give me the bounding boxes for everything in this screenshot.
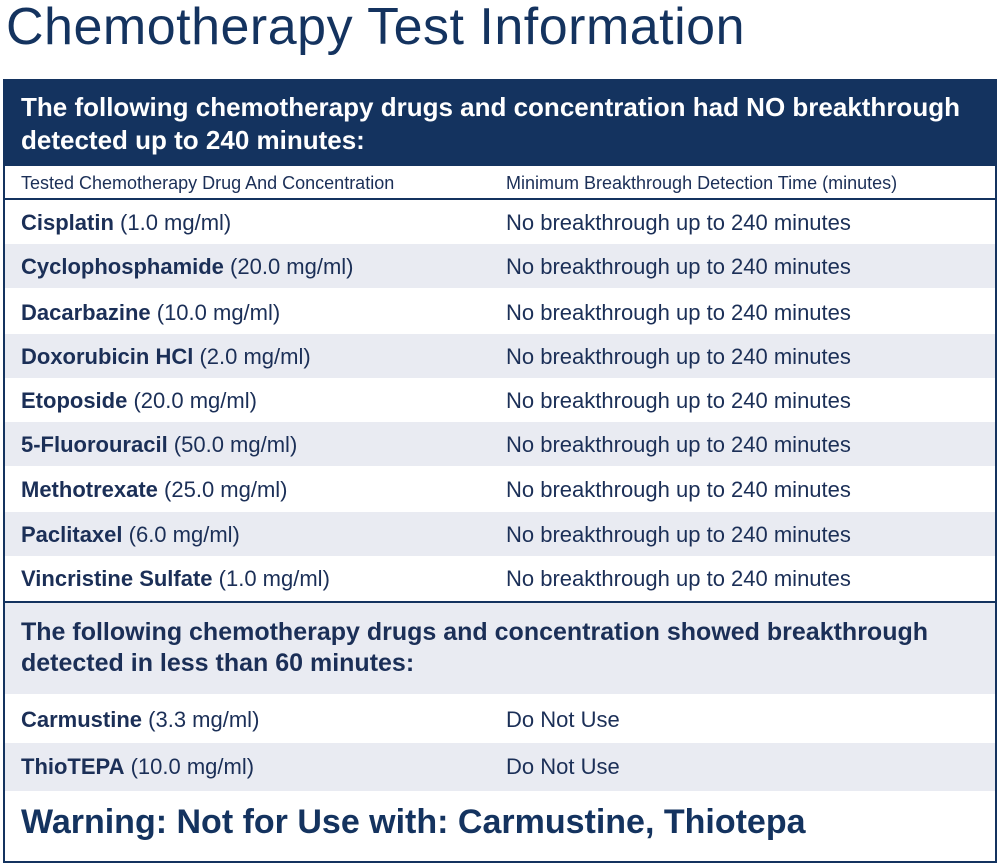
drug-concentration: (10.0 mg/ml) (150, 300, 281, 325)
drug-concentration: (1.0 mg/ml) (113, 210, 232, 235)
drug-concentration: (20.0 mg/ml) (127, 388, 257, 413)
drug-cell: Dacarbazine (10.0 mg/ml) (21, 300, 280, 326)
drug-concentration: (3.3 mg/ml) (142, 707, 260, 732)
drug-concentration: (6.0 mg/ml) (122, 522, 240, 547)
drug-concentration: (20.0 mg/ml) (223, 254, 354, 279)
drug-name: 5-Fluorouracil (21, 432, 168, 457)
table-row: ThioTEPA (10.0 mg/ml) Do Not Use (5, 743, 995, 791)
drug-name: Doxorubicin HCl (21, 344, 194, 369)
drug-cell: Carmustine (3.3 mg/ml) (21, 707, 259, 733)
result-cell: No breakthrough up to 240 minutes (506, 388, 851, 413)
drug-name: Cisplatin (21, 210, 114, 235)
drug-column-header: Tested Chemotherapy Drug And Concentrati… (21, 173, 395, 193)
result-cell: No breakthrough up to 240 minutes (506, 566, 851, 591)
drug-name: Cyclophosphamide (21, 254, 224, 279)
table-row: 5-Fluorouracil (50.0 mg/ml) No breakthro… (5, 422, 995, 466)
table-row: Cisplatin (1.0 mg/ml) No breakthrough up… (5, 200, 995, 244)
section-divider (5, 601, 995, 603)
result-cell: No breakthrough up to 240 minutes (506, 210, 851, 235)
drug-cell: Vincristine Sulfate (1.0 mg/ml) (21, 566, 330, 592)
detection-time-column-header: Minimum Breakthrough Detection Time (min… (506, 173, 898, 193)
drug-cell: 5-Fluorouracil (50.0 mg/ml) (21, 432, 297, 458)
result-cell: No breakthrough up to 240 minutes (506, 300, 851, 325)
drug-concentration: (1.0 mg/ml) (212, 566, 330, 591)
drug-name: Vincristine Sulfate (21, 566, 213, 591)
drug-cell: Paclitaxel (6.0 mg/ml) (21, 522, 240, 548)
drug-cell: Cisplatin (1.0 mg/ml) (21, 210, 231, 236)
drug-concentration: (10.0 mg/ml) (124, 754, 255, 779)
result-cell: No breakthrough up to 240 minutes (506, 432, 851, 457)
warning-text: Warning: Not for Use with: Carmustine, T… (21, 803, 806, 841)
result-cell: No breakthrough up to 240 minutes (506, 254, 851, 279)
no-breakthrough-header: The following chemotherapy drugs and con… (5, 79, 995, 166)
table-row: Doxorubicin HCl (2.0 mg/ml) No breakthro… (5, 334, 995, 378)
table-row: Paclitaxel (6.0 mg/ml) No breakthrough u… (5, 512, 995, 556)
drug-concentration: (50.0 mg/ml) (167, 432, 298, 457)
table-row: Methotrexate (25.0 mg/ml) No breakthroug… (5, 466, 995, 510)
table-row: Carmustine (3.3 mg/ml) Do Not Use (5, 695, 995, 743)
test-info-table: The following chemotherapy drugs and con… (3, 79, 997, 863)
column-headers: Tested Chemotherapy Drug And Concentrati… (5, 166, 995, 200)
breakthrough-header: The following chemotherapy drugs and con… (5, 603, 995, 694)
table-row: Vincristine Sulfate (1.0 mg/ml) No break… (5, 556, 995, 600)
drug-name: Paclitaxel (21, 522, 123, 547)
page-title: Chemotherapy Test Information (6, 0, 746, 56)
drug-name: Carmustine (21, 707, 143, 732)
table-row: Dacarbazine (10.0 mg/ml) No breakthrough… (5, 288, 995, 332)
drug-name: Etoposide (21, 388, 128, 413)
drug-name: ThioTEPA (21, 754, 125, 779)
drug-cell: Doxorubicin HCl (2.0 mg/ml) (21, 344, 311, 370)
result-cell: No breakthrough up to 240 minutes (506, 344, 851, 369)
result-cell: No breakthrough up to 240 minutes (506, 522, 851, 547)
result-cell: No breakthrough up to 240 minutes (506, 477, 851, 502)
drug-cell: Cyclophosphamide (20.0 mg/ml) (21, 254, 354, 280)
result-cell: Do Not Use (506, 707, 620, 732)
drug-cell: ThioTEPA (10.0 mg/ml) (21, 754, 254, 780)
drug-name: Methotrexate (21, 477, 158, 502)
table-row: Etoposide (20.0 mg/ml) No breakthrough u… (5, 378, 995, 422)
drug-cell: Etoposide (20.0 mg/ml) (21, 388, 257, 414)
drug-concentration: (25.0 mg/ml) (157, 477, 288, 502)
drug-concentration: (2.0 mg/ml) (193, 344, 311, 369)
result-cell: Do Not Use (506, 754, 620, 779)
drug-name: Dacarbazine (21, 300, 151, 325)
table-row: Cyclophosphamide (20.0 mg/ml) No breakth… (5, 244, 995, 288)
drug-cell: Methotrexate (25.0 mg/ml) (21, 477, 288, 503)
